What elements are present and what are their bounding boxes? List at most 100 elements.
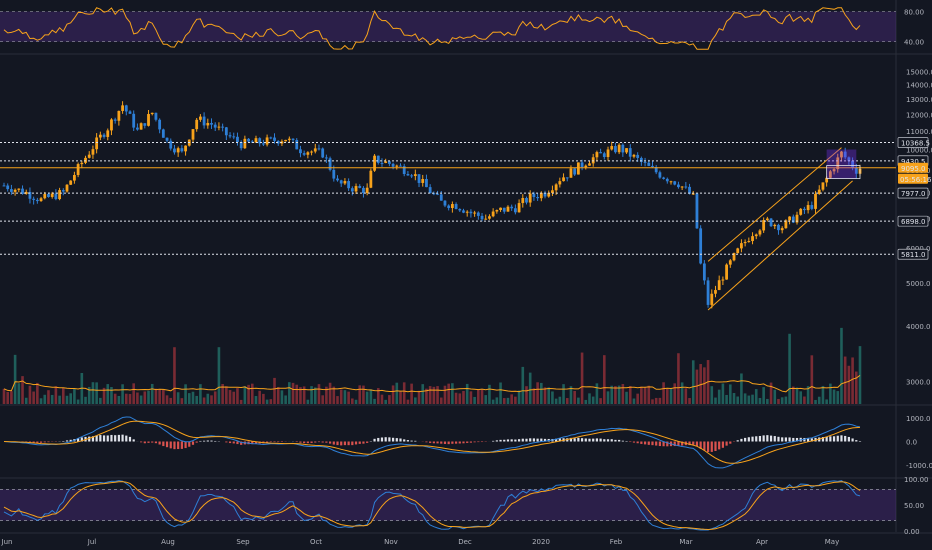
macd-hist-bar	[688, 441, 691, 446]
volume-bar	[391, 385, 395, 404]
volume-bar	[325, 386, 328, 404]
volume-bar	[162, 389, 165, 404]
volume-bar	[743, 393, 747, 404]
candle-body	[762, 220, 766, 231]
candle-body	[639, 157, 643, 162]
volume-bar	[514, 396, 517, 404]
osc-tick-label: 40.00	[904, 39, 924, 47]
macd-hist-bar	[395, 438, 398, 442]
macd-hist-bar	[403, 439, 406, 442]
price-tick-label: 11000.0	[906, 128, 932, 136]
candle-body	[836, 157, 840, 170]
macd-hist-bar	[69, 439, 72, 442]
volume-bar	[417, 390, 421, 404]
candle-body	[484, 218, 488, 220]
volume-bar	[206, 393, 210, 404]
candle-body	[158, 119, 162, 130]
candle-body	[221, 126, 225, 128]
candle-body	[428, 187, 432, 194]
macd-hist-bar	[573, 438, 576, 442]
candle-body	[369, 170, 373, 188]
candle-body	[565, 177, 569, 179]
highlight-box	[826, 149, 857, 179]
candle-body	[191, 129, 195, 140]
candle-body	[28, 191, 32, 199]
candle-body	[295, 139, 299, 150]
macd-signal-line	[3, 420, 861, 464]
macd-hist-bar	[766, 435, 769, 442]
volume-bar	[384, 399, 387, 404]
volume-bar	[636, 393, 639, 404]
candle-body	[480, 215, 484, 220]
volume-bar	[47, 390, 50, 404]
volume-bar	[428, 386, 432, 404]
volume-bar	[766, 398, 769, 404]
volume-bar	[462, 390, 465, 404]
volume-bar	[447, 383, 450, 404]
volume-bar	[43, 394, 47, 404]
volume-bar	[61, 387, 65, 404]
level-label-box	[897, 248, 929, 260]
macd-hist-bar	[643, 441, 647, 445]
candle-body	[617, 144, 621, 153]
candle-body	[21, 188, 24, 194]
volume-bar	[851, 357, 854, 404]
macd-hist-bar	[466, 441, 469, 443]
macd-hist-bar	[851, 438, 854, 442]
volume-bar	[680, 382, 684, 404]
candle-body	[13, 189, 17, 192]
volume-bar	[543, 387, 547, 404]
candle-body	[513, 208, 517, 213]
candle-body	[87, 154, 91, 158]
volume-bar	[402, 382, 406, 404]
candle-body	[217, 126, 221, 128]
volume-bar	[332, 386, 336, 404]
macd-hist-bar	[858, 440, 862, 442]
volume-bar	[547, 387, 551, 404]
macd-line	[3, 416, 861, 469]
candle-body	[387, 161, 391, 164]
volume-bar	[540, 382, 543, 404]
volume-bar	[432, 386, 436, 404]
volume-bar	[625, 391, 628, 404]
volume-bar	[276, 387, 280, 404]
macd-hist-bar	[240, 441, 243, 445]
macd-hist-bar	[492, 440, 495, 442]
volume-bar	[180, 398, 184, 404]
candle-body	[728, 260, 732, 265]
candle-body	[632, 154, 636, 157]
volume-bar	[254, 396, 258, 404]
macd-hist-bar	[469, 441, 473, 443]
macd-hist-bar	[314, 441, 317, 443]
time-tick-label: 2020	[532, 538, 550, 546]
macd-hist-bar	[377, 437, 380, 442]
volume-bar	[143, 391, 147, 404]
macd-hist-bar	[758, 435, 762, 442]
macd-hist-bar	[380, 437, 384, 442]
volume-bar	[569, 386, 573, 404]
volume-bar	[117, 395, 121, 404]
candle-body	[95, 137, 99, 150]
volume-bar	[762, 387, 765, 404]
volume-bar	[295, 384, 299, 404]
price-tick-label: 3000.0	[906, 379, 931, 387]
macd-hist-bar	[503, 439, 506, 442]
candle-body	[669, 181, 673, 183]
volume-bar	[69, 393, 73, 404]
volume-bar	[113, 393, 117, 404]
macd-hist-bar	[43, 441, 46, 443]
candle-body	[299, 149, 302, 154]
candle-body	[840, 151, 843, 158]
price-tick-label: 10000.0	[906, 147, 932, 155]
macd-hist-bar	[677, 441, 680, 446]
candle-body	[261, 143, 265, 145]
candle-body	[239, 142, 243, 149]
volume-ma-line	[3, 374, 861, 393]
volume-bar	[688, 398, 691, 404]
candle-body	[54, 193, 58, 200]
candle-body	[425, 178, 428, 188]
candle-body	[410, 175, 414, 177]
candle-body	[406, 173, 410, 176]
macd-hist-bar	[847, 436, 850, 442]
